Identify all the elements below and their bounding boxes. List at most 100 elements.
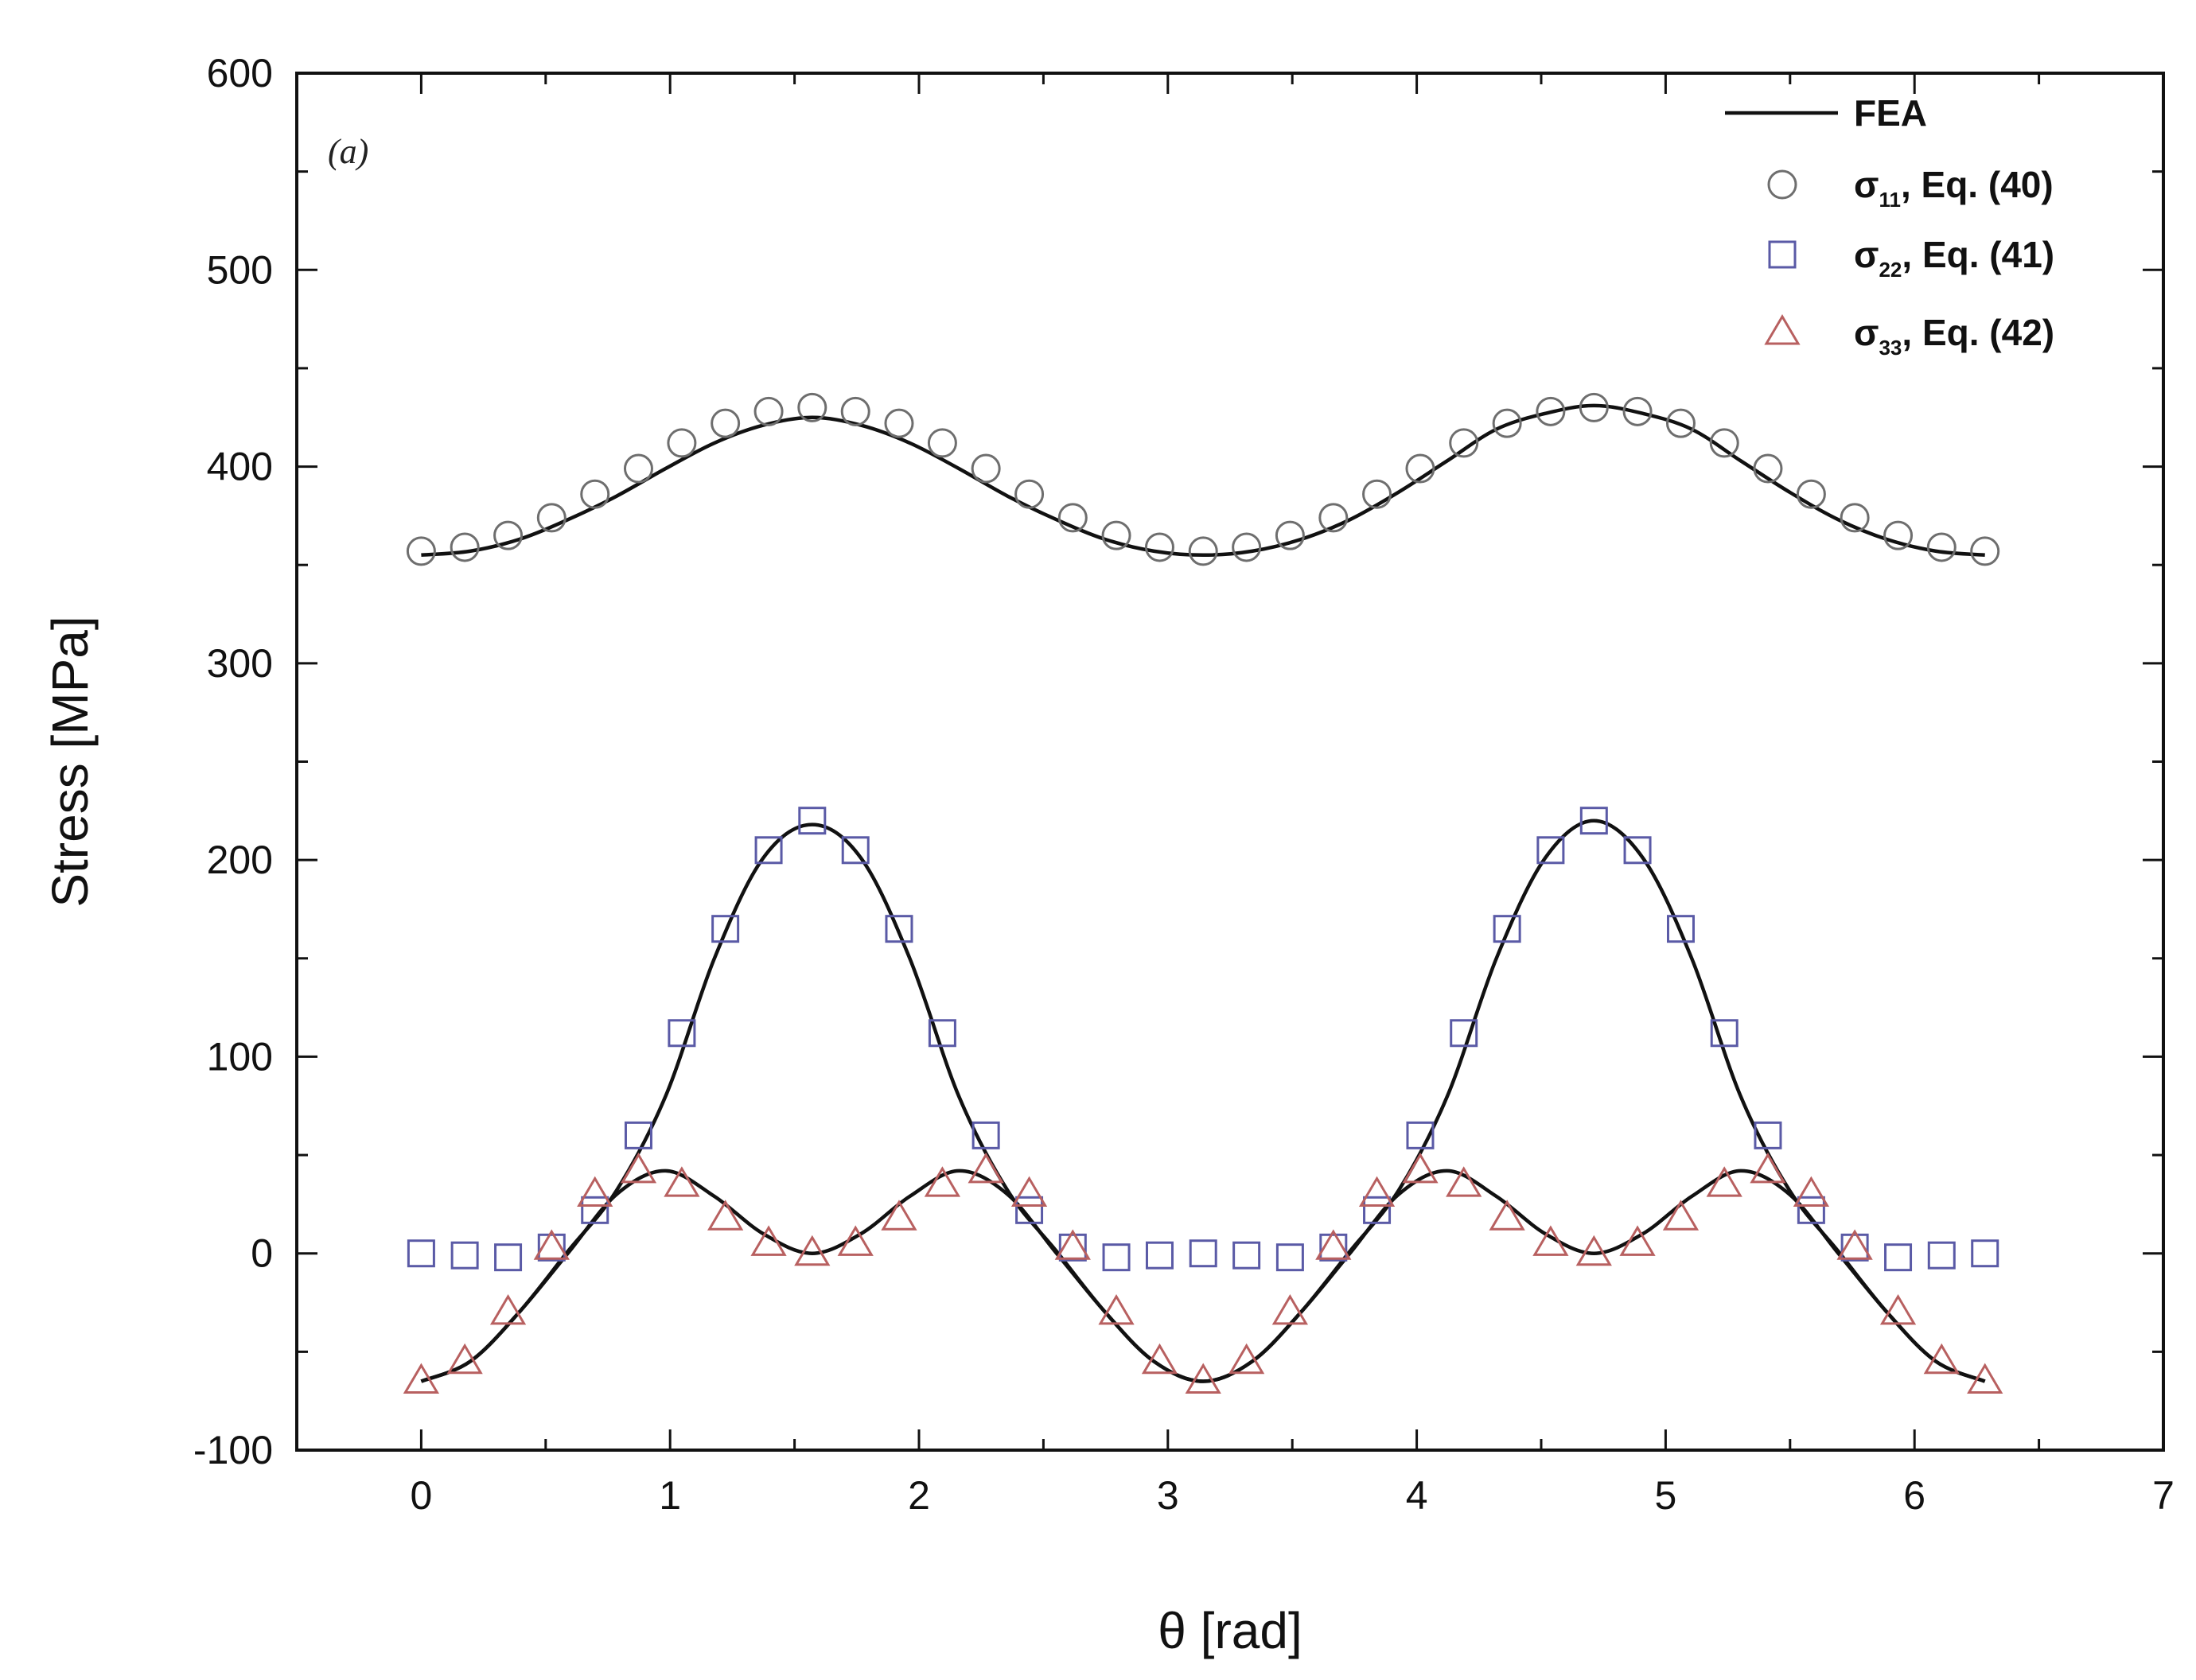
sigma33-marker <box>1923 1343 1960 1375</box>
sigma11-marker <box>1753 453 1783 484</box>
sigma11-marker <box>1796 479 1826 509</box>
sigma33-marker <box>489 1293 527 1325</box>
sigma22-marker <box>1623 836 1652 865</box>
sigma11-marker <box>1275 520 1305 550</box>
sigma33-marker <box>750 1225 787 1256</box>
legend-label-main: σ <box>1854 234 1879 275</box>
sigma22-marker <box>407 1239 435 1268</box>
x-tick-label: 2 <box>908 1473 930 1518</box>
sigma22-marker <box>928 1019 956 1048</box>
sigma22-marker <box>450 1241 479 1270</box>
sigma33-marker <box>577 1176 613 1208</box>
sigma33-marker <box>1706 1166 1742 1197</box>
sigma11-marker <box>1926 532 1957 562</box>
sigma11-marker <box>450 532 480 562</box>
sigma11-marker <box>1840 503 1870 533</box>
sigma33-marker <box>1054 1229 1091 1260</box>
legend-entry: σ22, Eq. (41) <box>1768 234 2054 282</box>
sigma11-marker <box>406 536 436 566</box>
legend-label-subscript: 33 <box>1879 336 1902 360</box>
sigma22-marker <box>841 836 870 865</box>
sigma33-marker <box>533 1229 570 1260</box>
sigma22-marker <box>1102 1243 1131 1272</box>
sigma11-marker <box>1188 536 1218 566</box>
sigma11-marker <box>971 453 1001 484</box>
sigma33-marker <box>1967 1363 2003 1394</box>
sigma11-marker <box>1014 479 1045 509</box>
sigma22-marker <box>1363 1196 1392 1224</box>
sigma11-marker <box>753 396 784 426</box>
y-tick-label: 600 <box>207 51 273 95</box>
sigma22-marker <box>885 915 913 943</box>
sigma22-marker <box>1927 1241 1956 1270</box>
sigma11-marker <box>711 408 741 438</box>
sigma22-marker <box>537 1233 566 1262</box>
sigma22-marker <box>1493 915 1521 943</box>
sigma11-marker <box>580 479 610 509</box>
sigma33-marker <box>1358 1176 1396 1208</box>
sigma11-marker <box>1144 532 1174 562</box>
sigma33-marker <box>1010 1176 1048 1208</box>
sigma11-marker <box>1232 532 1262 562</box>
legend-entry: FEA <box>1725 92 1927 134</box>
axis-tick-labels: 0 1 2 3 4 5 6 7 -100 0 100 200 300 400 500 600 <box>193 51 2175 1518</box>
sigma33-marker <box>707 1200 744 1231</box>
sigma11-marker <box>536 503 567 533</box>
y-tick-label: 100 <box>207 1034 273 1079</box>
x-tick-label: 5 <box>1654 1473 1676 1518</box>
legend-label: σ33, Eq. (42) <box>1854 312 2054 360</box>
sigma33-marker <box>1228 1343 1265 1375</box>
legend-label-tail: , Eq. (42) <box>1902 312 2054 353</box>
sigma33-marker <box>1185 1363 1221 1394</box>
fea-curve-1 <box>421 403 1985 558</box>
sigma22-marker <box>1145 1241 1174 1270</box>
sigma22-marker <box>1406 1121 1435 1149</box>
x-tick-label: 1 <box>659 1473 681 1518</box>
sigma33-marker <box>924 1166 961 1197</box>
sigma22-marker <box>1189 1239 1217 1268</box>
sigma33-marker <box>664 1166 700 1197</box>
sigma33-marker <box>1793 1176 1830 1208</box>
sigma33-marker <box>794 1235 831 1266</box>
legend-entry: σ11, Eq. (40) <box>1767 164 2054 212</box>
legend-circle-icon <box>1767 169 1797 200</box>
legend-label-main: FEA <box>1854 92 1927 134</box>
sigma11-marker <box>840 396 870 426</box>
y-tick-label: 300 <box>207 641 273 686</box>
legend-label: FEA <box>1854 92 1927 134</box>
fea-curves <box>420 403 1986 1383</box>
sigma33-marker <box>403 1363 440 1394</box>
sigma33-marker <box>620 1152 657 1184</box>
sigma33-marker <box>1098 1293 1135 1325</box>
sigma22-marker <box>624 1121 652 1149</box>
y-tick-label: 400 <box>207 445 273 489</box>
sigma11-marker <box>1970 536 2000 566</box>
sigma11-marker <box>493 520 524 550</box>
sigma22-marker <box>1754 1121 1782 1149</box>
sigma11-marker <box>623 453 653 484</box>
sigma33-marker <box>1489 1200 1525 1231</box>
sigma22-marker <box>711 915 740 943</box>
sigma11-marker <box>797 392 827 422</box>
sigma11-marker <box>1449 428 1479 458</box>
sigma22-marker <box>1536 836 1565 865</box>
panel-label: (a) <box>328 132 368 171</box>
legend-label-subscript: 22 <box>1879 258 1902 282</box>
sigma11-marker <box>1492 408 1522 438</box>
sigma11-marker <box>1362 479 1392 509</box>
sigma22-marker <box>798 807 827 835</box>
x-tick-label: 7 <box>2152 1473 2175 1518</box>
sigma22-marker <box>971 1121 1000 1149</box>
sigma11-marker <box>1057 503 1088 533</box>
sigma22-marker <box>1579 807 1608 835</box>
sigma33-marker <box>1662 1200 1700 1231</box>
y-tick-label: 0 <box>251 1231 273 1276</box>
sigma33-marker <box>1141 1343 1178 1375</box>
y-axis-title: Stress [MPa] <box>41 616 99 907</box>
legend-label-tail: , Eq. (40) <box>1901 164 2054 205</box>
sigma33-marker <box>1575 1235 1612 1266</box>
legend-label-tail: , Eq. (41) <box>1902 234 2054 275</box>
sigma33-marker <box>1402 1152 1439 1184</box>
